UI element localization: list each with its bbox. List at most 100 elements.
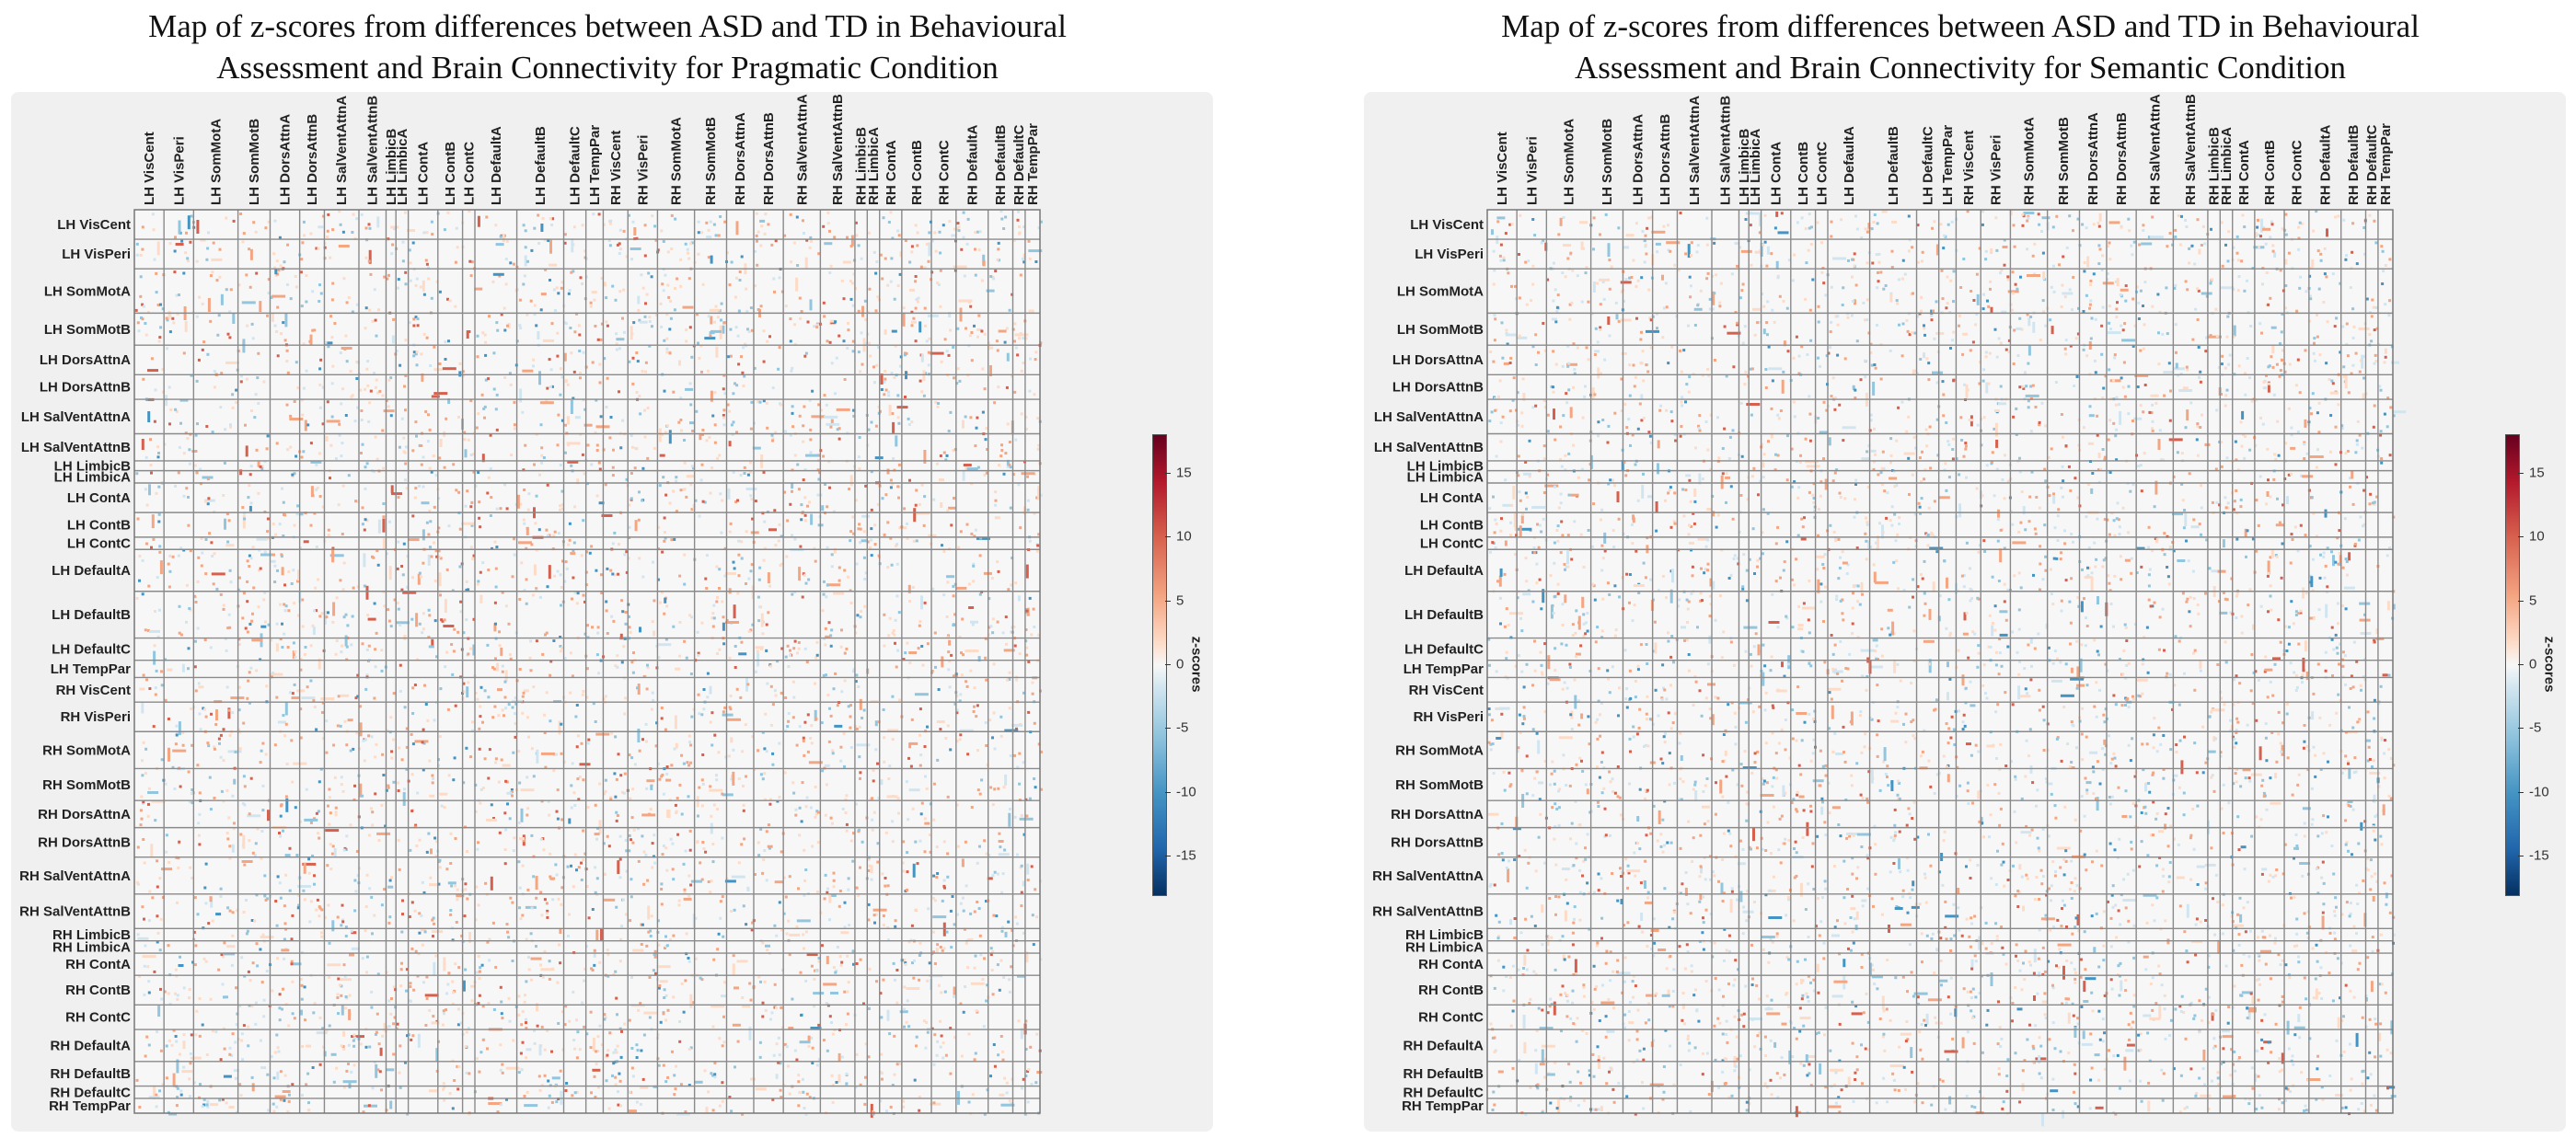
z-score-cell: [410, 810, 414, 812]
z-score-cell: [271, 523, 275, 526]
z-score-cell: [246, 929, 249, 933]
z-score-cell: [995, 914, 999, 918]
z-score-cell: [447, 339, 450, 343]
z-score-cell: [554, 863, 558, 867]
z-score-cell: [784, 895, 788, 899]
z-score-cell: [477, 841, 479, 845]
z-score-cell: [592, 1068, 601, 1072]
z-score-cell: [273, 219, 277, 223]
z-score-cell: [247, 1044, 250, 1048]
z-score-cell: [969, 912, 973, 915]
z-score-cell: [715, 778, 719, 782]
z-score-cell: [529, 932, 533, 936]
z-score-cell: [187, 496, 190, 499]
z-score-cell: [465, 1071, 468, 1075]
z-score-cell: [248, 812, 251, 816]
z-score-cell: [653, 953, 656, 956]
z-score-cell: [494, 622, 497, 626]
z-score-cell: [297, 885, 312, 888]
z-score-cell: [338, 422, 341, 426]
z-score-cell: [937, 283, 941, 286]
z-score-cell: [849, 297, 853, 301]
z-score-cell: [648, 344, 652, 348]
z-score-cell: [1013, 339, 1016, 343]
z-score-cell: [891, 695, 895, 698]
z-score-cell: [307, 857, 311, 861]
z-score-cell: [402, 450, 406, 454]
z-score-cell: [740, 557, 744, 560]
z-score-cell: [761, 871, 765, 875]
z-score-cell: [711, 612, 715, 615]
z-score-cell: [1039, 341, 1043, 345]
z-score-cell: [158, 545, 162, 548]
z-score-cell: [496, 1110, 500, 1114]
z-score-cell: [794, 808, 798, 811]
z-score-cell: [788, 1027, 794, 1029]
z-score-cell: [612, 619, 616, 623]
z-score-cell: [618, 543, 620, 546]
z-score-cell: [428, 1008, 432, 1012]
z-score-cell: [970, 620, 978, 624]
z-score-cell: [355, 377, 359, 380]
z-score-cell: [689, 743, 693, 747]
z-score-cell: [886, 884, 890, 888]
z-score-cell: [422, 891, 426, 894]
z-score-cell: [569, 327, 572, 329]
z-score-cell: [315, 908, 318, 912]
z-score-cell: [965, 684, 969, 688]
z-score-cell: [181, 743, 185, 747]
z-score-cell: [208, 532, 212, 535]
z-score-cell: [759, 605, 763, 609]
z-score-cell: [734, 326, 738, 329]
z-score-cell: [922, 394, 926, 397]
z-score-cell: [477, 412, 480, 416]
z-score-cell: [344, 414, 348, 417]
z-score-cell: [1027, 239, 1031, 243]
z-score-cell: [828, 486, 831, 489]
z-score-cell: [987, 633, 990, 637]
z-score-cell: [828, 918, 831, 922]
z-score-cell: [1034, 351, 1038, 354]
z-score-cell: [757, 841, 760, 845]
z-score-cell: [859, 541, 861, 545]
z-score-cell: [312, 626, 316, 636]
z-score-cell: [594, 720, 597, 723]
z-score-cell: [622, 791, 626, 795]
z-score-cell: [969, 1112, 973, 1116]
z-score-cell: [160, 758, 164, 762]
z-score-cell: [685, 387, 694, 391]
z-score-cell: [303, 652, 306, 656]
z-score-cell: [635, 1056, 639, 1059]
z-score-cell: [140, 817, 144, 821]
z-score-cell: [367, 1104, 371, 1108]
z-score-cell: [539, 401, 554, 405]
z-score-cell: [184, 251, 188, 255]
z-score-cell: [279, 264, 283, 268]
z-score-cell: [412, 317, 416, 321]
z-score-cell: [577, 798, 581, 801]
z-score-cell: [845, 822, 849, 826]
z-score-cell: [559, 464, 562, 466]
z-score-cell: [157, 1006, 161, 1017]
z-score-cell: [1008, 441, 1011, 443]
z-score-cell: [661, 853, 664, 856]
z-score-cell: [959, 733, 963, 737]
z-score-cell: [170, 1043, 174, 1047]
z-score-cell: [700, 231, 704, 235]
z-score-cell: [1011, 723, 1023, 727]
z-score-cell: [967, 937, 974, 941]
z-score-cell: [499, 1068, 502, 1072]
z-score-cell: [285, 798, 289, 812]
z-score-cell: [580, 861, 583, 865]
z-score-cell: [318, 906, 322, 910]
z-score-cell: [955, 740, 959, 743]
z-score-cell: [416, 317, 420, 321]
z-score-cell: [874, 913, 878, 916]
z-score-cell: [483, 416, 486, 420]
z-score-cell: [177, 866, 180, 869]
z-score-cell: [145, 678, 148, 682]
z-score-cell: [991, 631, 995, 635]
z-score-cell: [193, 896, 197, 900]
z-score-cell: [750, 400, 754, 404]
z-score-cell: [842, 260, 851, 264]
